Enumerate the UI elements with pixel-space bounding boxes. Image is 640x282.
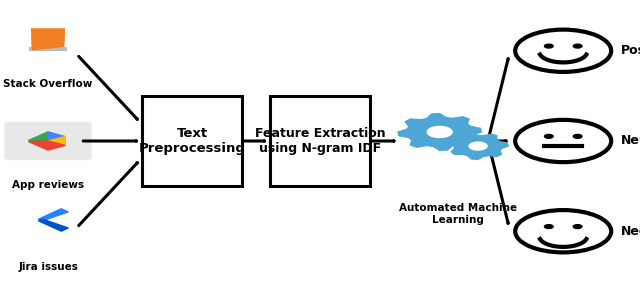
Polygon shape (48, 137, 65, 145)
Polygon shape (38, 219, 68, 231)
FancyBboxPatch shape (29, 47, 67, 51)
Polygon shape (398, 114, 481, 150)
Polygon shape (28, 141, 65, 150)
Circle shape (573, 44, 582, 48)
Text: Negative: Negative (621, 225, 640, 238)
Circle shape (573, 135, 582, 138)
Circle shape (469, 142, 487, 150)
FancyBboxPatch shape (4, 122, 92, 160)
Text: Neutral: Neutral (621, 135, 640, 147)
Text: Feature Extraction
using N-gram IDF: Feature Extraction using N-gram IDF (255, 127, 385, 155)
Polygon shape (38, 209, 68, 221)
Circle shape (545, 225, 553, 228)
Polygon shape (28, 132, 48, 141)
Text: Text
Preprocessing: Text Preprocessing (139, 127, 245, 155)
Text: Positive: Positive (621, 44, 640, 57)
Circle shape (545, 44, 553, 48)
Circle shape (573, 225, 582, 228)
FancyBboxPatch shape (270, 96, 370, 186)
Polygon shape (449, 133, 508, 159)
Circle shape (428, 126, 452, 138)
Text: Automated Machine
Learning: Automated Machine Learning (399, 203, 516, 225)
FancyBboxPatch shape (142, 96, 241, 186)
Text: Jira issues: Jira issues (18, 262, 78, 272)
Text: Stack Overflow: Stack Overflow (3, 79, 93, 89)
Text: App reviews: App reviews (12, 180, 84, 190)
Circle shape (545, 135, 553, 138)
Polygon shape (48, 132, 65, 141)
